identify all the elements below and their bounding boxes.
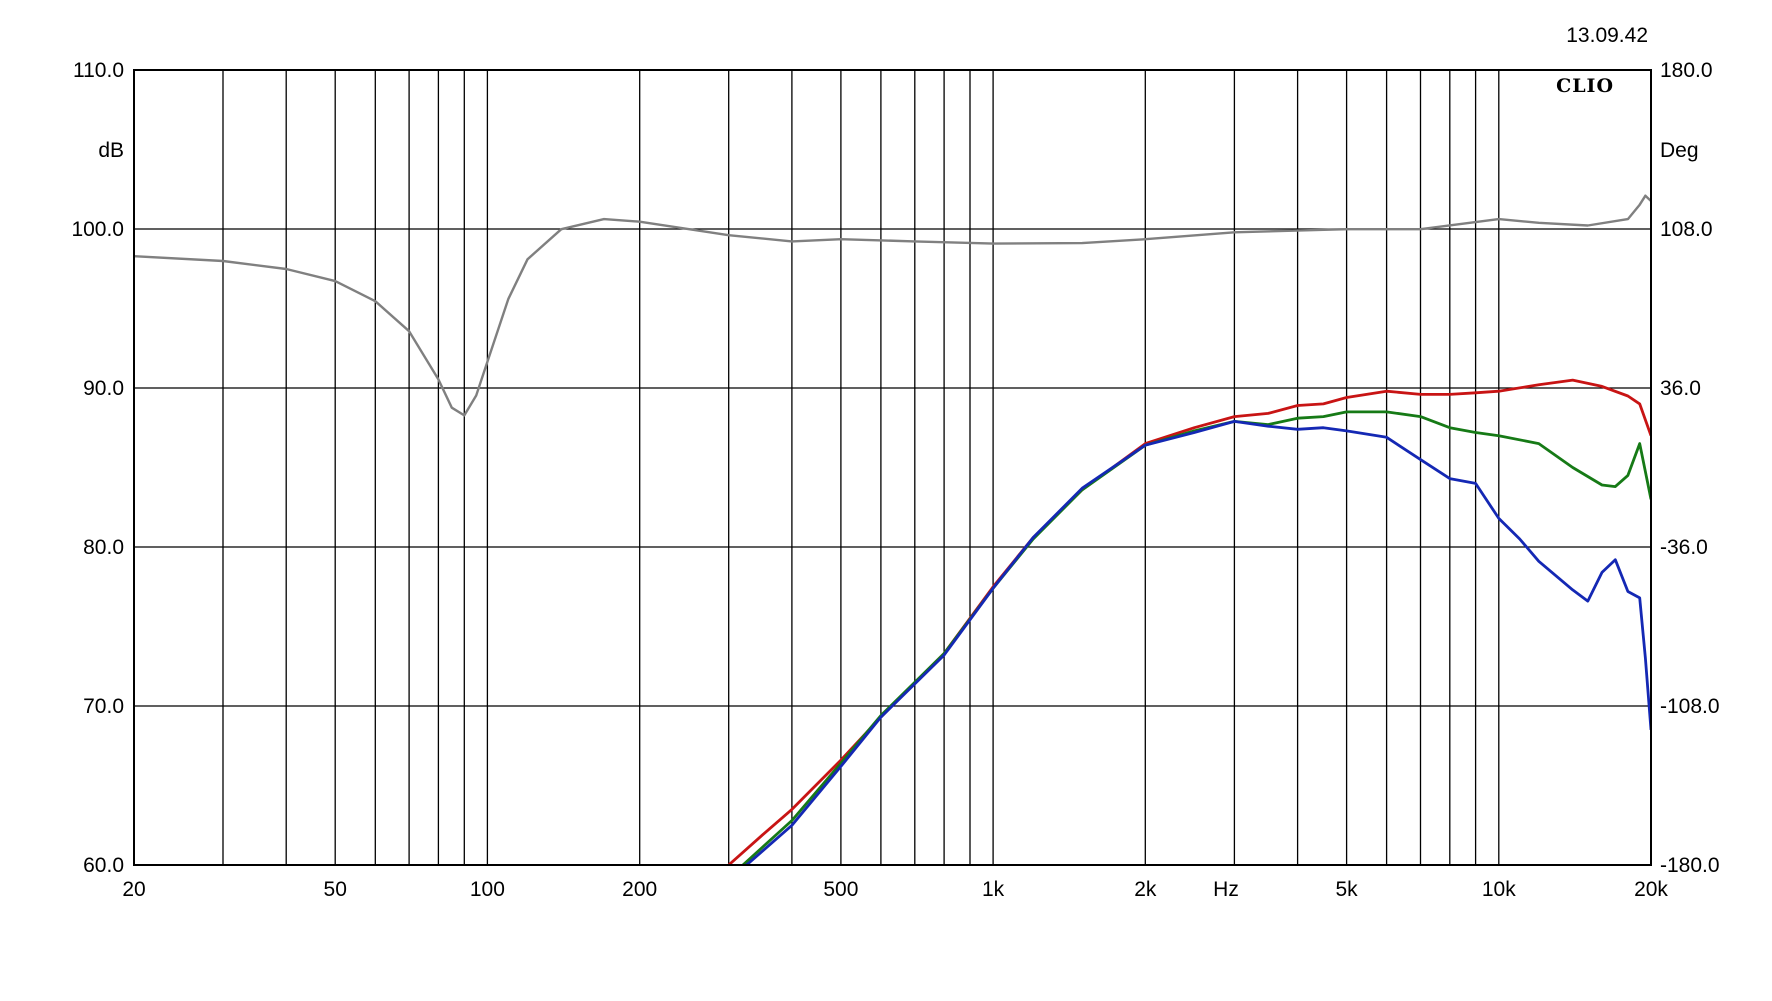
x-tick-label: 5k [1336,878,1359,901]
x-tick-label: 2k [1134,878,1157,901]
grid-lines [134,69,1651,866]
x-tick-label: 500 [823,878,858,901]
x-tick-label: 1k [982,878,1005,901]
x-tick-label: 50 [324,878,347,901]
x-tick-labels: 20 50 100 200 500 1k 2k 5k 10k 20k [122,878,1668,901]
y-tick-label-right: -108.0 [1660,695,1720,718]
y-axis-label-right: Deg [1660,139,1699,162]
y-tick-labels-left: 110.0 100.0 90.0 80.0 70.0 60.0 [71,59,124,877]
response-curve-blue [744,419,1651,865]
response-curve-red [727,378,1651,865]
response-curve-green [741,410,1651,865]
clio-logo: CLIO [1556,75,1614,97]
x-tick-label: 20 [122,878,145,901]
x-tick-label: 10k [1482,878,1516,901]
timestamp: 13.09.42 [1566,24,1648,47]
x-tick-label: 20k [1634,878,1668,901]
phase-curve-gray [134,194,1651,417]
y-tick-label-left: 70.0 [83,695,124,718]
plot-frame [133,69,1652,866]
y-tick-label-right: 180.0 [1660,59,1713,82]
y-tick-label-left: 80.0 [83,536,124,559]
y-axis-label-left: dB [98,139,124,162]
y-tick-label-left: 100.0 [71,218,124,241]
y-tick-label-right: -36.0 [1660,536,1708,559]
x-tick-label: 200 [622,878,657,901]
x-axis-label: Hz [1213,878,1239,901]
y-tick-labels-right: 180.0 108.0 36.0 -36.0 -108.0 -180.0 [1660,59,1720,877]
x-tick-label: 100 [470,878,505,901]
y-tick-label-left: 90.0 [83,377,124,400]
y-tick-label-right: 108.0 [1660,218,1713,241]
y-tick-label-right: -180.0 [1660,854,1720,877]
y-tick-label-left: 110.0 [73,59,124,82]
y-tick-label-left: 60.0 [83,854,124,877]
series-curves [134,194,1651,865]
y-tick-label-right: 36.0 [1660,377,1701,400]
